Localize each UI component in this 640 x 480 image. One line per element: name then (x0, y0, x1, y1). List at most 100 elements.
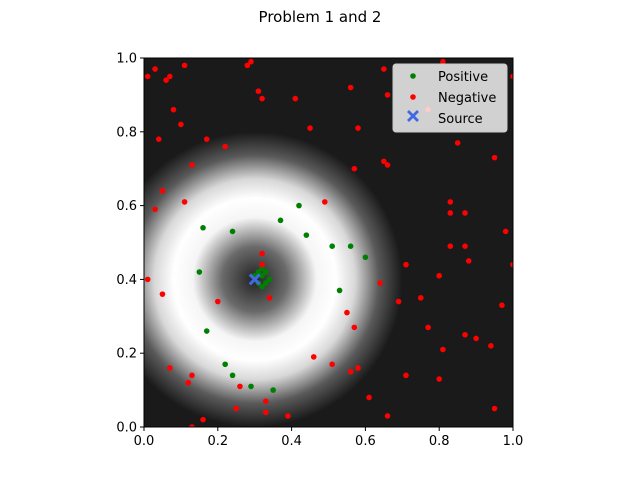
positive-point (222, 361, 228, 368)
negative-point (189, 424, 195, 427)
negative-point (355, 365, 361, 371)
negative-point (347, 84, 354, 91)
negative-point (203, 136, 210, 142)
positive-point (259, 283, 265, 290)
x-tick-label: 0.2 (207, 434, 228, 449)
negative-point (310, 354, 317, 360)
x-tick-label: 0.6 (355, 434, 376, 449)
negative-point (384, 92, 391, 98)
positive-point (196, 269, 203, 275)
negative-point (377, 280, 383, 286)
negative-point (473, 335, 479, 342)
negative-point (381, 158, 387, 165)
positive-point (259, 272, 265, 279)
negative-point (248, 58, 254, 65)
negative-point (237, 383, 243, 390)
legend-marker-source (407, 110, 419, 122)
x-tick-label: 0.4 (281, 434, 302, 449)
positive-point (248, 383, 254, 390)
legend-box (392, 63, 508, 133)
y-tick-label: 1.0 (116, 52, 137, 67)
x-tick-label: 1.0 (503, 434, 524, 449)
negative-point (189, 162, 195, 168)
negative-point (447, 243, 454, 249)
negative-point (222, 143, 228, 150)
negative-point (233, 405, 240, 412)
negative-point (344, 309, 350, 316)
negative-point (465, 258, 472, 264)
negative-point (244, 62, 251, 69)
negative-point (436, 376, 443, 382)
negative-point (488, 343, 494, 349)
negative-point (144, 276, 151, 283)
positive-point (203, 328, 210, 334)
positive-point (303, 232, 310, 238)
negative-point (425, 324, 431, 331)
x-tick-label: 0.8 (429, 434, 450, 449)
negative-point (462, 243, 468, 249)
positive-point (296, 202, 302, 209)
positive-point (362, 254, 369, 261)
negative-point (200, 416, 206, 423)
negative-point (262, 409, 269, 416)
negative-point (499, 302, 505, 309)
negative-point (440, 58, 446, 65)
negative-point (502, 228, 509, 235)
legend-marker-negative (410, 94, 416, 100)
negative-point (170, 106, 177, 113)
negative-point (403, 261, 409, 268)
negative-point (462, 331, 468, 338)
positive-point (229, 372, 236, 379)
negative-point (259, 261, 265, 268)
negative-point (355, 125, 361, 131)
negative-point (285, 413, 291, 419)
negative-point (167, 73, 173, 80)
positive-point (229, 228, 236, 235)
negative-point (266, 295, 273, 301)
positive-point (329, 243, 335, 249)
negative-point (329, 361, 335, 368)
y-tick-label: 0.2 (116, 347, 137, 362)
negative-point (152, 206, 158, 213)
negative-point (181, 62, 188, 69)
negative-point (395, 298, 402, 305)
negative-point (491, 154, 498, 161)
negative-point (181, 199, 188, 205)
x-axis: 0.0 0.2 0.4 0.6 0.8 1.0 (134, 427, 524, 449)
legend-label-negative: Negative (438, 91, 496, 106)
positive-point (262, 280, 269, 286)
negative-point (351, 324, 358, 331)
negative-point (159, 188, 166, 194)
legend-label-source: Source (438, 112, 483, 127)
chart-title: Problem 1 and 2 (259, 8, 382, 26)
negative-point (307, 125, 313, 131)
negative-point (189, 372, 195, 379)
legend-label-positive: Positive (438, 70, 488, 85)
negative-point (384, 162, 391, 168)
negative-point (491, 405, 498, 412)
negative-point (447, 210, 454, 216)
negative-point (144, 73, 151, 80)
negative-point (447, 199, 454, 205)
source-point (248, 273, 261, 286)
negative-point (436, 272, 443, 279)
y-tick-label: 0.0 (116, 421, 137, 436)
negative-point (167, 365, 173, 371)
positive-point (262, 269, 269, 275)
positive-point (266, 276, 273, 283)
positive-point (347, 243, 354, 249)
negative-point (440, 346, 446, 353)
legend: Positive Negative Source (392, 63, 508, 133)
negative-point (292, 95, 299, 102)
y-axis: 0.0 0.2 0.4 0.6 0.8 1.0 (116, 52, 144, 436)
positive-point (336, 287, 343, 294)
y-tick-label: 0.6 (116, 199, 137, 214)
negative-point (510, 261, 513, 268)
y-tick-label: 0.8 (116, 125, 137, 140)
positive-point (270, 387, 276, 393)
negative-point (178, 121, 184, 128)
legend-marker-positive (410, 73, 416, 79)
negative-point (159, 291, 166, 297)
negative-point (259, 95, 265, 102)
